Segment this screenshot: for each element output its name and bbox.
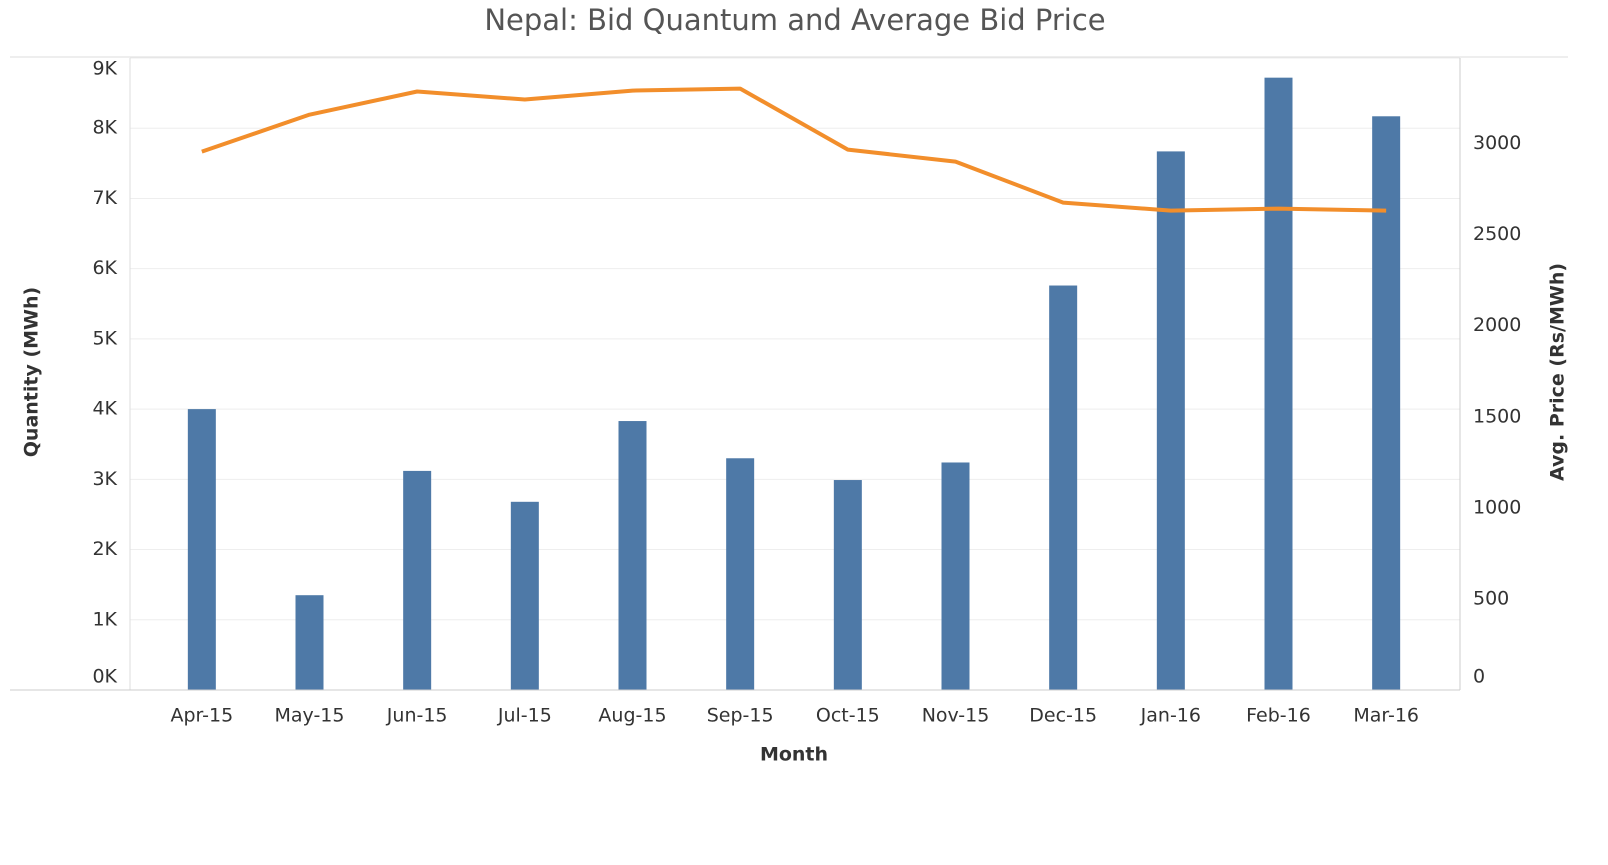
x-tick-label: Aug-15 [598, 705, 666, 727]
y2-tick-label: 2500 [1473, 223, 1521, 245]
y2-axis-title: Avg. Price (Rs/MWh) [1547, 263, 1569, 481]
y2-tick-label: 2000 [1473, 314, 1521, 336]
x-axis-title: Month [760, 744, 828, 766]
x-tick-label: Oct-15 [816, 705, 880, 727]
y2-tick-label: 3000 [1473, 132, 1521, 154]
bar [941, 462, 970, 690]
bar [187, 409, 216, 690]
x-tick-label: Nov-15 [922, 705, 990, 727]
bar [510, 501, 539, 690]
y2-tick-label: 0 [1473, 666, 1485, 688]
bar [1156, 151, 1185, 690]
y2-tick-label: 1000 [1473, 496, 1521, 518]
line [201, 86, 1387, 213]
y2-tick-label: 1500 [1473, 405, 1521, 427]
bar [618, 421, 647, 690]
bar [403, 470, 432, 690]
bar [1049, 285, 1078, 690]
y-tick-label: 0K [92, 666, 117, 688]
x-tick-label: Dec-15 [1029, 705, 1097, 727]
y-tick-label: 3K [92, 468, 117, 490]
x-tick-label: Apr-15 [170, 705, 233, 727]
x-tick-label: Jun-15 [386, 705, 448, 727]
bar [833, 480, 862, 690]
x-tick-label: Feb-16 [1246, 705, 1311, 727]
y-tick-label: 4K [92, 398, 117, 420]
chart-title: Nepal: Bid Quantum and Average Bid Price [484, 3, 1105, 37]
y2-tick-label: 500 [1473, 587, 1509, 609]
bar [295, 595, 324, 690]
y-tick-label: 7K [92, 187, 117, 209]
y-tick-label: 9K [92, 58, 117, 80]
x-tick-label: Jan-16 [1140, 705, 1201, 727]
y-axis-title: Quantity (MWh) [21, 287, 43, 457]
y-tick-label: 2K [92, 538, 117, 560]
x-tick-label: Jul-15 [497, 705, 552, 727]
x-tick-label: May-15 [275, 705, 345, 727]
bar [1372, 116, 1401, 691]
x-tick-label: Mar-16 [1353, 705, 1419, 727]
bar [1264, 77, 1293, 690]
y-tick-label: 5K [92, 327, 117, 349]
y-tick-label: 8K [92, 117, 117, 139]
bar [726, 458, 755, 690]
x-tick-label: Sep-15 [707, 705, 774, 727]
y-tick-label: 1K [92, 608, 117, 630]
y-tick-label: 6K [92, 257, 117, 279]
